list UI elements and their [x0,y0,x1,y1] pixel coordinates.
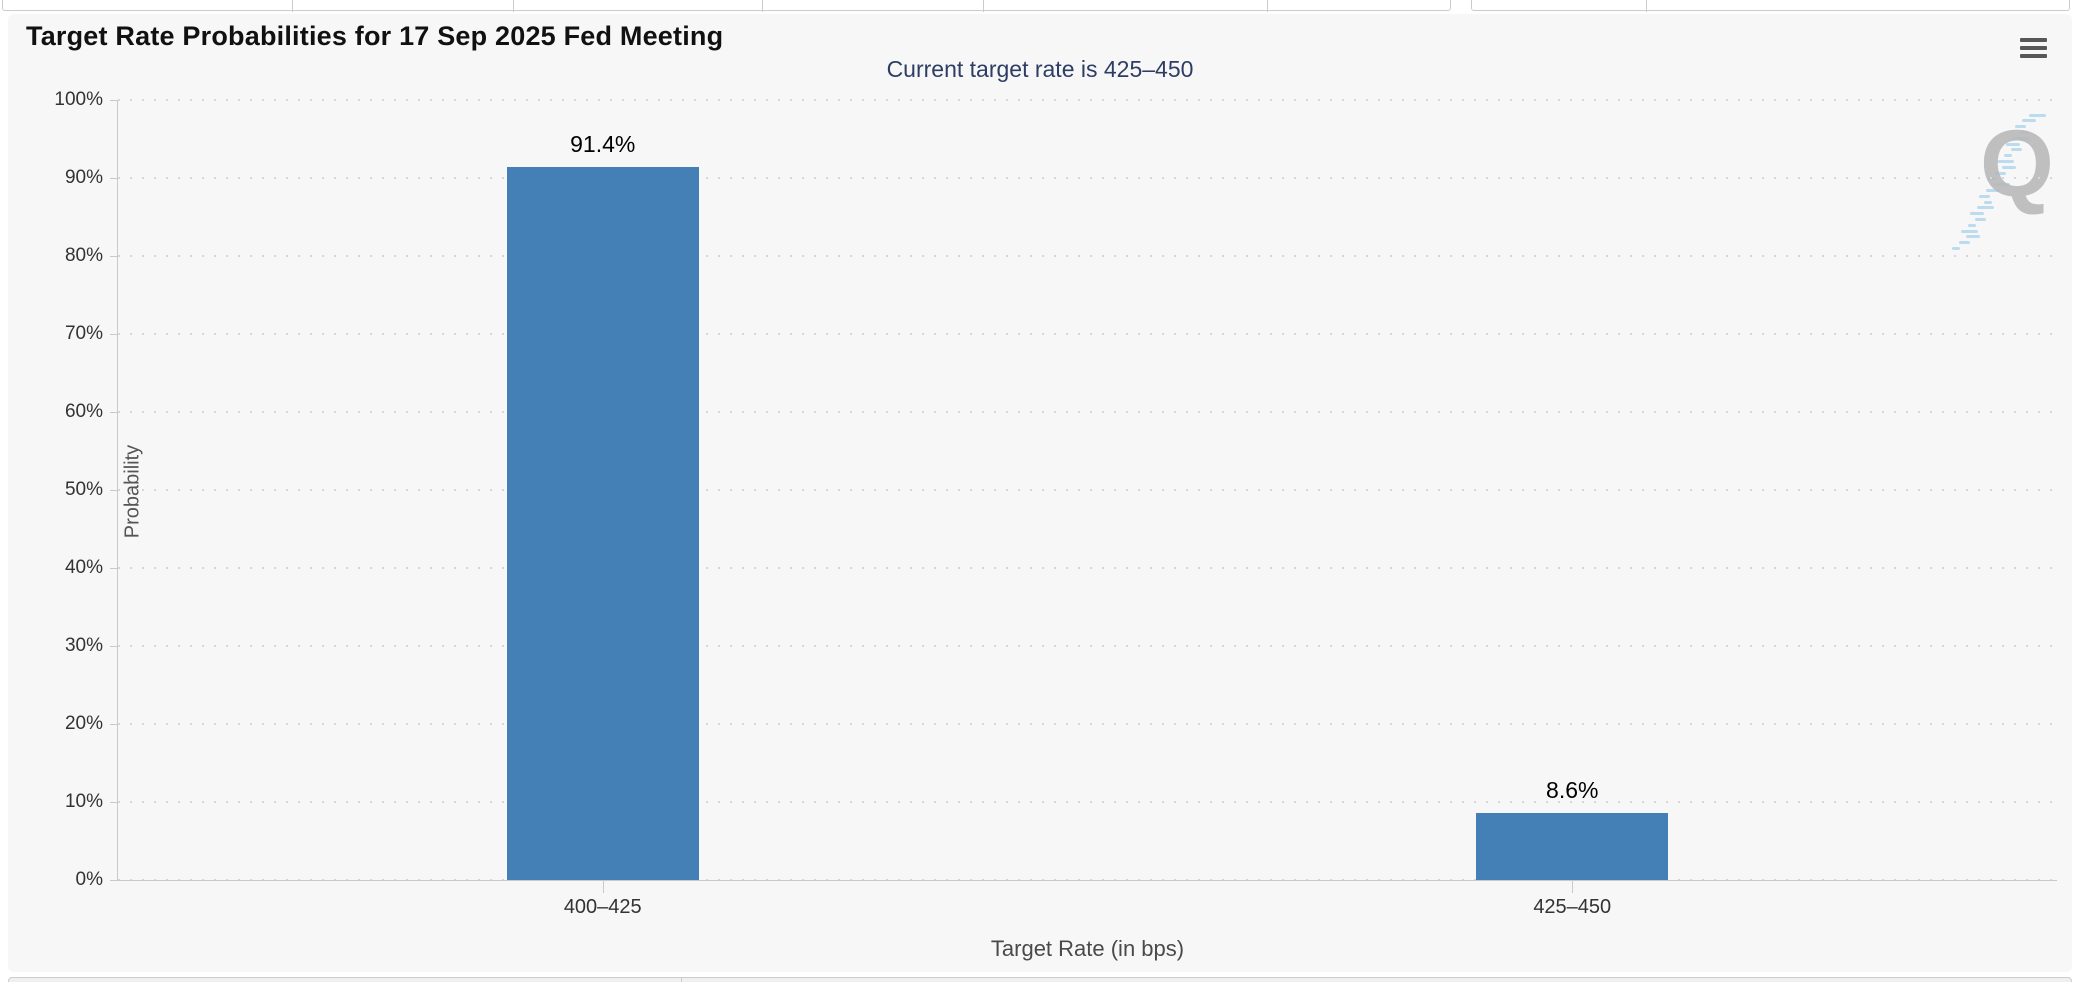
hamburger-icon [2020,46,2047,50]
y-tick [110,100,117,101]
y-tick [110,334,117,335]
cropped-row-segment [1471,0,2070,12]
y-tick [110,646,117,647]
y-tick-label: 0% [75,869,103,890]
y-tick-label: 90% [64,167,103,188]
y-tick [110,724,117,725]
y-tick [110,178,117,179]
gridline [118,255,2057,257]
cropped-row-segment [2,0,1451,12]
y-tick [110,880,117,881]
gridline [118,411,2057,413]
y-tick-label: 10% [64,791,103,812]
chart-subtitle: Current target rate is 425–450 [886,56,1194,82]
gridline [118,99,2057,101]
y-axis-line [117,100,118,881]
chart-context-menu-button[interactable] [2020,29,2051,67]
y-axis-title: Probability [121,444,144,539]
hamburger-icon [2020,54,2047,58]
x-category-label: 425–450 [1533,896,1612,918]
y-tick [110,568,117,569]
chart-panel: Target Rate Probabilities for 17 Sep 202… [8,14,2072,972]
y-tick-label: 20% [64,713,103,734]
y-tick [110,256,117,257]
y-tick-label: 40% [64,557,103,578]
bar-data-label: 8.6% [1546,776,1599,803]
bar-data-label: 91.4% [570,131,636,158]
gridline [118,801,2057,803]
gridline [118,333,2057,335]
y-tick-label: 70% [64,323,103,344]
x-axis-line [118,880,2057,881]
probability-bar-425-450[interactable] [1476,812,1669,880]
y-tick-label: 80% [64,245,103,266]
x-category-label: 400–425 [563,896,642,918]
cell-divider [1267,0,1268,12]
y-tick-label: 50% [64,479,103,500]
gridline [118,645,2057,647]
cell-divider [762,0,763,12]
x-tick [1572,881,1574,893]
y-tick-label: 100% [54,89,103,110]
hamburger-icon [2020,38,2047,42]
y-tick-label: 30% [64,635,103,656]
gridline [118,567,2057,569]
x-tick [602,881,604,893]
cell-divider [681,978,682,982]
y-tick [110,490,117,491]
y-tick-label: 60% [64,401,103,422]
plot-area: 0% 10% 20% 30% 40% 50% 60% 70% 80% 90% 100% 91.4% 8… [54,89,2057,961]
x-axis-title: Target Rate (in bps) [990,936,1185,961]
cell-divider [983,0,984,12]
chart-title: Target Rate Probabilities for 17 Sep 202… [26,21,724,51]
y-tick [110,802,117,803]
gridline [118,177,2057,179]
cell-divider [292,0,293,12]
gridline [118,723,2057,725]
y-tick [110,412,117,413]
gridline [118,489,2057,491]
cropped-element-below [8,977,2072,982]
cell-divider [1646,0,1647,12]
probability-bar-400-425[interactable] [506,167,699,880]
cell-divider [513,0,514,12]
